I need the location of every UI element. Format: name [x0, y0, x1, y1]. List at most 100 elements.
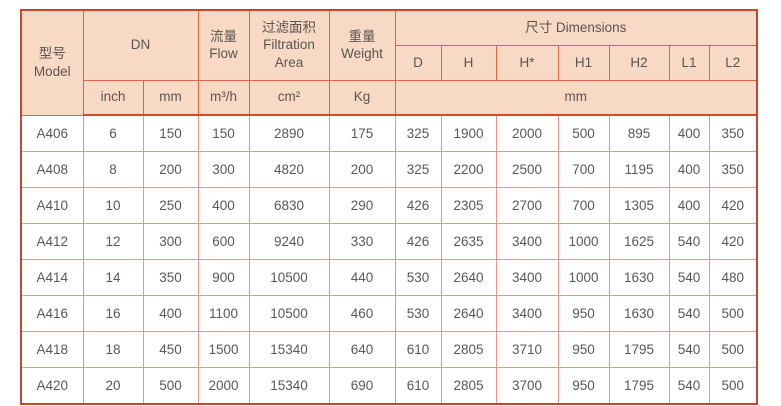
- model-cell: A406: [20, 114, 84, 152]
- table-cell: 2500: [495, 151, 559, 188]
- table-cell: 20: [82, 367, 144, 405]
- table-cell: 420: [708, 187, 758, 224]
- table-cell: 6830: [248, 187, 330, 224]
- table-cell: 12: [82, 223, 144, 260]
- table-cell: 400: [668, 187, 710, 224]
- table-cell: 610: [394, 331, 442, 368]
- table-cell: 450: [142, 331, 199, 368]
- table-cell: 1795: [608, 331, 670, 368]
- table-cell: 3400: [495, 295, 559, 332]
- model-cell: A410: [20, 187, 84, 224]
- table-cell: 2640: [440, 259, 497, 296]
- col-header-h1: H1: [557, 44, 610, 81]
- table-cell: 300: [142, 223, 199, 260]
- table-cell: 500: [557, 114, 610, 152]
- table-cell: 690: [328, 367, 396, 405]
- table-cell: 900: [197, 259, 250, 296]
- table-cell: 640: [328, 331, 396, 368]
- table-cell: 600: [197, 223, 250, 260]
- table-cell: 540: [668, 223, 710, 260]
- table-cell: 330: [328, 223, 396, 260]
- table-cell: 500: [142, 367, 199, 405]
- model-cell: A414: [20, 259, 84, 296]
- table-cell: 350: [708, 114, 758, 152]
- table-cell: 400: [197, 187, 250, 224]
- table-body: A406 6 150 150 2890 175 325 1900 2000 500 895 400 35…: [20, 114, 758, 405]
- col-header-flow: 流量 Flow: [197, 9, 250, 81]
- table-cell: 200: [328, 151, 396, 188]
- table-cell: 9240: [248, 223, 330, 260]
- unit-weight: Kg: [328, 79, 396, 116]
- unit-dims-mm: mm: [394, 79, 758, 116]
- table-cell: 530: [394, 259, 442, 296]
- unit-area: cm²: [248, 79, 330, 116]
- table-cell: 6: [82, 114, 144, 152]
- table-cell: 150: [142, 114, 199, 152]
- col-header-d: D: [394, 44, 442, 81]
- table-cell: 3400: [495, 259, 559, 296]
- unit-flow: m³/h: [197, 79, 250, 116]
- col-header-dn: DN: [82, 9, 199, 81]
- col-header-l2: L2: [708, 44, 758, 81]
- col-header-model: 型号 Model: [20, 9, 84, 116]
- table-cell: 8: [82, 151, 144, 188]
- table-cell: 1195: [608, 151, 670, 188]
- model-cell: A418: [20, 331, 84, 368]
- table-cell: 2635: [440, 223, 497, 260]
- table-cell: 10: [82, 187, 144, 224]
- table-cell: 2890: [248, 114, 330, 152]
- table-cell: 540: [668, 331, 710, 368]
- table-cell: 2305: [440, 187, 497, 224]
- table-cell: 290: [328, 187, 396, 224]
- table-cell: 400: [142, 295, 199, 332]
- table-row: A406 6 150 150 2890 175 325 1900 2000 500 895 400 35…: [20, 114, 758, 152]
- table-cell: 15340: [248, 367, 330, 405]
- table-cell: 1625: [608, 223, 670, 260]
- table-row: A414 14 350 900 10500 440 530 2640 3400 1000 1630 5…: [20, 259, 758, 296]
- header-row-2: D H H* H1 H2 L1 L2: [21, 44, 758, 81]
- table-cell: 500: [708, 295, 758, 332]
- table-cell: 420: [708, 223, 758, 260]
- table-cell: 700: [557, 187, 610, 224]
- table-cell: 540: [668, 367, 710, 405]
- table-cell: 950: [557, 367, 610, 405]
- table-cell: 14: [82, 259, 144, 296]
- table-cell: 4820: [248, 151, 330, 188]
- table-cell: 540: [668, 295, 710, 332]
- table-cell: 500: [708, 367, 758, 405]
- table-cell: 610: [394, 367, 442, 405]
- table-header: 型号 Model DN 流量 Flow 过滤面积 Filtration Area…: [20, 9, 758, 116]
- model-cell: A416: [20, 295, 84, 332]
- table-cell: 426: [394, 187, 442, 224]
- table-cell: 300: [197, 151, 250, 188]
- table-cell: 950: [557, 331, 610, 368]
- header-row-units: inch mm m³/h cm² Kg mm: [21, 79, 758, 116]
- table-cell: 175: [328, 114, 396, 152]
- table-cell: 895: [608, 114, 670, 152]
- table-row: A408 8 200 300 4820 200 325 2200 2500 700 1195 400 3…: [20, 151, 758, 188]
- table-cell: 3710: [495, 331, 559, 368]
- table-cell: 1000: [557, 223, 610, 260]
- table-cell: 426: [394, 223, 442, 260]
- col-header-l1: L1: [668, 44, 710, 81]
- model-cell: A412: [20, 223, 84, 260]
- table-row: A418 18 450 1500 15340 640 610 2805 3710 950 1795 5…: [20, 331, 758, 368]
- table-cell: 1630: [608, 295, 670, 332]
- table-cell: 950: [557, 295, 610, 332]
- table-cell: 440: [328, 259, 396, 296]
- table-cell: 2700: [495, 187, 559, 224]
- model-cell: A420: [20, 367, 84, 405]
- table-cell: 1630: [608, 259, 670, 296]
- table-cell: 3700: [495, 367, 559, 405]
- model-cell: A408: [20, 151, 84, 188]
- table-cell: 2000: [495, 114, 559, 152]
- table-cell: 2805: [440, 331, 497, 368]
- table-cell: 18: [82, 331, 144, 368]
- table-cell: 460: [328, 295, 396, 332]
- table-cell: 480: [708, 259, 758, 296]
- table-cell: 400: [668, 114, 710, 152]
- unit-mm: mm: [142, 79, 199, 116]
- col-header-h2: H2: [608, 44, 670, 81]
- table-row: A420 20 500 2000 15340 690 610 2805 3700 950 1795 5…: [20, 367, 758, 405]
